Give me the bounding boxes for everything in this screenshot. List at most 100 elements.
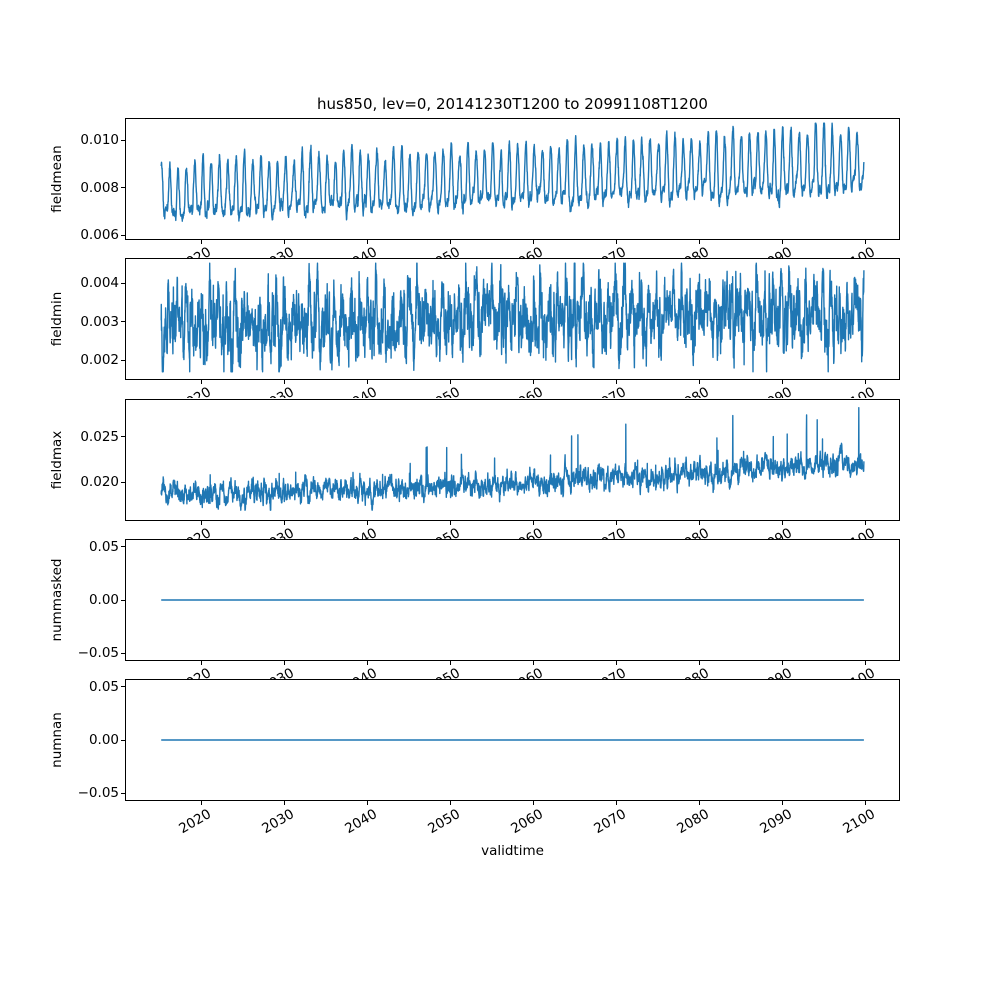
x-tick-label: 2050 xyxy=(425,665,463,679)
x-tick-mark xyxy=(865,380,867,384)
y-tick-mark xyxy=(121,234,125,236)
clipped-x-tick-labels-row: 2020 2030 2040 2050 2060 2070 2080 2090 2100 xyxy=(0,241,1000,258)
x-tick-label: 2080 xyxy=(674,525,712,539)
clipped-x-tick-labels-row: 2020 2030 2040 2050 2060 2070 2080 2090 2100 xyxy=(0,662,1000,679)
x-tick-label: 2050 xyxy=(425,525,463,539)
y-tick-label: 0.003 xyxy=(80,313,119,330)
y-tick-label: 0.008 xyxy=(80,179,119,196)
subplot-numnan xyxy=(125,679,900,801)
x-tick-label: 2060 xyxy=(508,806,546,838)
y-tick-mark xyxy=(121,739,125,741)
subplot-fieldmin xyxy=(125,258,900,380)
figure-title: hus850, lev=0, 20141230T1200 to 20991108… xyxy=(317,95,708,113)
x-tick-label: 2050 xyxy=(425,384,463,398)
y-tick-mark xyxy=(121,686,125,688)
x-tick-label: 2080 xyxy=(674,806,712,838)
y-tick-label: 0.002 xyxy=(80,352,119,369)
x-tick-label: 2040 xyxy=(342,806,380,838)
x-tick-label: 2060 xyxy=(508,665,546,679)
x-tick-mark xyxy=(450,380,452,384)
x-tick-label: 2100 xyxy=(840,665,878,679)
y-tick-label: 0.025 xyxy=(80,428,119,445)
y-tick-label: −0.05 xyxy=(77,645,119,662)
x-tick-mark xyxy=(533,801,535,805)
x-tick-mark xyxy=(533,661,535,665)
x-tick-mark xyxy=(782,801,784,805)
x-tick-mark xyxy=(450,661,452,665)
x-tick-mark xyxy=(616,240,618,244)
y-tick-mark xyxy=(121,481,125,483)
series-plot-area xyxy=(160,262,865,373)
x-tick-mark xyxy=(367,521,369,525)
x-tick-mark xyxy=(201,661,203,665)
y-tick-mark xyxy=(121,652,125,654)
y-tick-mark xyxy=(121,187,125,189)
x-tick-mark xyxy=(201,801,203,805)
y-tick-mark xyxy=(121,792,125,794)
x-tick-mark xyxy=(201,521,203,525)
x-tick-mark xyxy=(284,661,286,665)
x-tick-mark xyxy=(533,380,535,384)
x-tick-mark xyxy=(533,240,535,244)
x-tick-label: 2020 xyxy=(176,806,214,838)
x-tick-label: 2100 xyxy=(840,525,878,539)
y-tick-mark xyxy=(121,546,125,548)
y-tick-label: 0.05 xyxy=(88,678,119,695)
x-tick-labels-row: 2020 2030 2040 2050 2060 2070 2080 2090 2100 xyxy=(0,802,1000,844)
x-tick-mark xyxy=(782,521,784,525)
x-tick-label: 2070 xyxy=(591,525,629,539)
x-tick-mark xyxy=(284,240,286,244)
x-tick-mark xyxy=(865,661,867,665)
y-tick-mark xyxy=(121,139,125,141)
y-tick-label: 0.010 xyxy=(80,132,119,149)
x-tick-mark xyxy=(533,521,535,525)
x-tick-mark xyxy=(201,240,203,244)
clipped-x-tick-labels-row: 2020 2030 2040 2050 2060 2070 2080 2090 2100 xyxy=(0,522,1000,539)
x-tick-mark xyxy=(284,521,286,525)
x-tick-mark xyxy=(450,240,452,244)
series-line-fieldmin xyxy=(160,262,865,373)
x-tick-label: 2020 xyxy=(176,384,214,398)
x-tick-mark xyxy=(865,240,867,244)
clipped-x-tick-labels-row: 2020 2030 2040 2050 2060 2070 2080 2090 2100 xyxy=(0,381,1000,398)
x-tick-mark xyxy=(201,380,203,384)
x-tick-mark xyxy=(450,521,452,525)
y-tick-mark xyxy=(121,282,125,284)
x-tick-mark xyxy=(284,380,286,384)
y-tick-mark xyxy=(121,359,125,361)
x-tick-mark xyxy=(367,801,369,805)
x-tick-label: 2080 xyxy=(674,384,712,398)
x-tick-label: 2060 xyxy=(508,525,546,539)
x-tick-label: 2030 xyxy=(259,244,297,258)
x-tick-label: 2040 xyxy=(342,244,380,258)
x-tick-mark xyxy=(367,240,369,244)
x-tick-label: 2070 xyxy=(591,244,629,258)
x-tick-mark xyxy=(284,801,286,805)
series-plot-area xyxy=(161,599,864,601)
x-tick-mark xyxy=(367,380,369,384)
series-plot-area xyxy=(161,739,864,741)
series-plot-area xyxy=(160,122,865,222)
x-tick-label: 2020 xyxy=(176,244,214,258)
series-line-fieldmax xyxy=(160,406,865,511)
x-tick-mark xyxy=(699,240,701,244)
x-tick-label: 2090 xyxy=(757,384,795,398)
y-tick-mark xyxy=(121,599,125,601)
x-tick-label: 2020 xyxy=(176,525,214,539)
x-tick-label: 2070 xyxy=(591,665,629,679)
y-tick-label: 0.00 xyxy=(88,592,119,608)
y-tick-label: −0.05 xyxy=(77,785,119,802)
series-plot-area xyxy=(160,406,865,511)
x-tick-label: 2040 xyxy=(342,525,380,539)
x-tick-mark xyxy=(865,801,867,805)
x-tick-mark xyxy=(616,801,618,805)
x-tick-label: 2040 xyxy=(342,384,380,398)
x-tick-mark xyxy=(699,661,701,665)
x-tick-mark xyxy=(616,661,618,665)
x-tick-label: 2090 xyxy=(757,806,795,838)
x-tick-label: 2060 xyxy=(508,244,546,258)
x-tick-mark xyxy=(616,521,618,525)
y-tick-label: 0.004 xyxy=(80,275,119,292)
series-line-fieldmean xyxy=(160,122,865,222)
